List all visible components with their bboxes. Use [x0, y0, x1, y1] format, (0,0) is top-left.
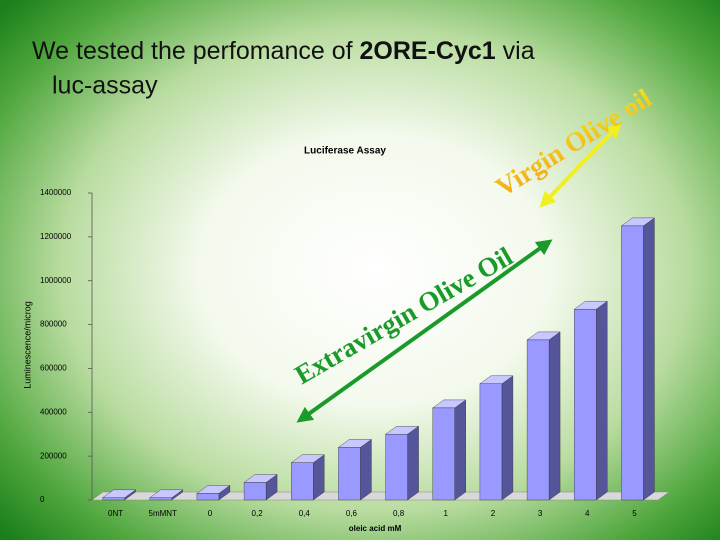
slide-title: We tested the perfomance of 2ORE-Cyc1 vi…: [32, 37, 535, 65]
x-tick-label: 0,8: [393, 509, 405, 518]
chart-title: Luciferase Assay: [304, 146, 386, 157]
x-tick-label: 0,6: [346, 509, 358, 518]
bar: [526, 339, 550, 501]
x-axis-label: oleic acid mM: [349, 524, 402, 533]
y-tick-label: 600000: [40, 364, 67, 373]
bar-side: [548, 331, 561, 501]
bar-side: [501, 375, 514, 501]
bar-side: [454, 399, 466, 501]
bar: [291, 462, 314, 501]
title-text: We tested the perfomance of: [32, 37, 353, 65]
y-tick-label: 0: [40, 495, 45, 504]
x-tick-label: 0,4: [299, 509, 311, 518]
slide-title-line2: luc-assay: [52, 72, 158, 100]
x-tick-label: 0NT: [108, 509, 123, 518]
bar: [102, 497, 125, 501]
x-tick-label: 5: [632, 509, 637, 518]
bar: [574, 309, 597, 501]
x-tick-label: 1: [444, 509, 449, 518]
annotation: Extravirgin Olive Oil: [290, 241, 518, 390]
x-tick-label: 0: [208, 509, 213, 518]
bar: [149, 497, 172, 501]
x-tick-label: 2: [491, 509, 496, 518]
bar: [243, 482, 267, 501]
y-tick-label: 400000: [40, 407, 67, 416]
x-tick-label: 5mMNT: [149, 509, 178, 518]
bar-side: [407, 425, 419, 501]
y-tick-label: 1000000: [40, 276, 72, 285]
title-bold: 2ORE-Cyc1: [360, 37, 496, 65]
y-axis-label: Luminescence/microg: [22, 301, 32, 389]
bar-side: [596, 300, 608, 501]
y-tick-label: 800000: [40, 320, 67, 329]
bar: [196, 493, 220, 501]
x-tick-label: 3: [538, 509, 543, 518]
bar: [479, 383, 503, 501]
annotation: Virgin Olive oil: [490, 83, 657, 203]
x-tick-label: 0,2: [252, 509, 264, 518]
bar-side: [643, 217, 655, 501]
bar: [621, 225, 644, 501]
arrow: [296, 239, 553, 423]
arrow: [539, 122, 622, 208]
bar: [432, 407, 455, 501]
floor: [91, 491, 670, 501]
title-text: via: [503, 37, 535, 65]
bar: [385, 434, 408, 501]
bar: [338, 447, 361, 501]
y-tick-label: 200000: [40, 451, 67, 460]
y-tick-label: 1200000: [40, 232, 72, 241]
bar-side: [360, 438, 372, 501]
y-tick-label: 1400000: [40, 188, 72, 197]
x-tick-label: 4: [585, 509, 590, 518]
